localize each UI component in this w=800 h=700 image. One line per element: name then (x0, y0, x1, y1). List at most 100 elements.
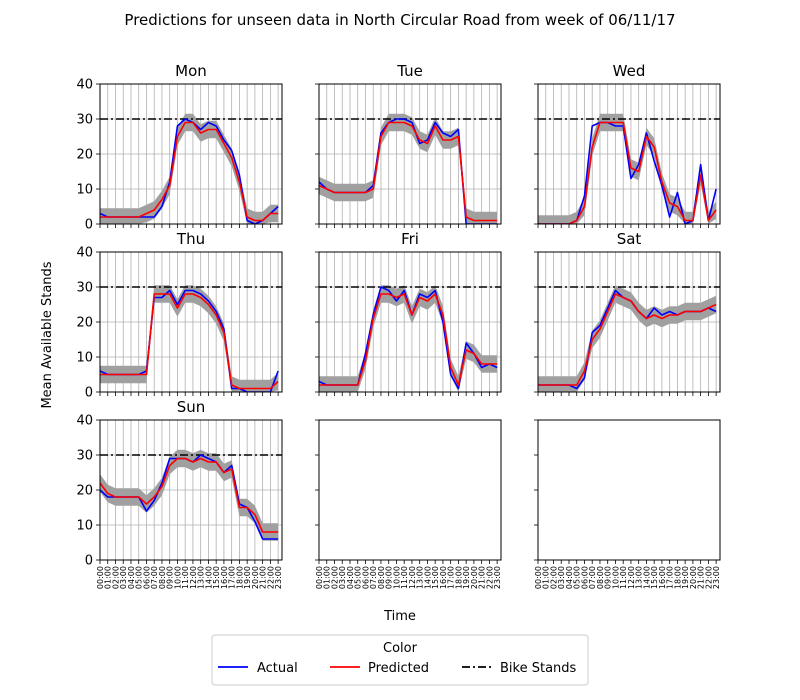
subplot-title: Wed (613, 62, 646, 80)
x-tick-label: 20:00 (689, 566, 698, 589)
x-tick-label: 00:00 (315, 566, 324, 589)
x-tick-label: 03:00 (338, 566, 347, 589)
subplot-title: Mon (175, 62, 207, 80)
actual-line (319, 118, 498, 224)
predicted-line (538, 293, 717, 386)
legend-items: Actual Predicted Bike Stands (218, 661, 577, 676)
x-tick-label: 05:00 (135, 566, 144, 589)
subplot-wed: Wed (534, 62, 721, 228)
series-area (538, 285, 720, 392)
y-axis-label: Mean Available Stands (40, 261, 55, 408)
legend-label-bike-stands: Bike Stands (500, 661, 577, 676)
x-tick-label: 04:00 (346, 566, 355, 589)
predicted-line (100, 457, 279, 533)
x-tick-label: 21:00 (259, 566, 268, 589)
y-tick-label: 10 (76, 183, 93, 198)
x-tick-label: 13:00 (197, 566, 206, 589)
x-tick-label: 15:00 (650, 566, 659, 589)
gridlines (99, 83, 282, 225)
x-tick-label: 19:00 (243, 566, 252, 589)
x-tick-label: 16:00 (658, 566, 667, 589)
series-area (319, 285, 501, 392)
x-tick-label: 10:00 (611, 566, 620, 589)
x-tick-label: 18:00 (454, 566, 463, 589)
x-tick-label: 15:00 (431, 566, 440, 589)
x-tick-label: 09:00 (385, 566, 394, 589)
x-tick-label: 13:00 (416, 566, 425, 589)
predicted-line (319, 293, 498, 386)
x-axis-label: Time (383, 609, 416, 624)
x-tick-label: 16:00 (439, 566, 448, 589)
y-tick-label: 10 (76, 519, 93, 534)
subplot-grid: Mon 0 10 20 30 40 Tue Wed Thu 0 10 20 30 40 Fri Sat Sun 0… (76, 62, 721, 589)
x-tick-label: 04:00 (565, 566, 574, 589)
x-tick-label: 14:00 (642, 566, 651, 589)
x-tick-label: 11:00 (400, 566, 409, 589)
series-area (538, 113, 720, 224)
x-tick-label: 03:00 (557, 566, 566, 589)
x-tick-label: 11:00 (619, 566, 628, 589)
x-tick-label: 05:00 (573, 566, 582, 589)
predicted-line (100, 121, 279, 222)
subplot-fri: Fri (315, 230, 502, 396)
x-tick-label: 01:00 (104, 566, 113, 589)
y-tick-label: 20 (76, 148, 93, 163)
x-tick-label: 06:00 (142, 566, 151, 589)
subplot-title: Sun (177, 398, 206, 416)
legend-label-actual: Actual (257, 661, 298, 676)
prediction-band (538, 113, 717, 224)
subplot-mon: Mon 0 10 20 30 40 (76, 62, 283, 233)
x-tick-label: 23:00 (712, 566, 721, 589)
x-tick-label: 05:00 (354, 566, 363, 589)
prediction-band (100, 285, 279, 392)
x-tick-label: 14:00 (423, 566, 432, 589)
predicted-line (319, 121, 498, 222)
x-tick-label: 02:00 (330, 566, 339, 589)
legend-frame (211, 634, 589, 686)
x-tick-label: 20:00 (251, 566, 260, 589)
x-tick-label: 06:00 (580, 566, 589, 589)
x-tick-label: 22:00 (266, 566, 275, 589)
x-tick-label: 21:00 (697, 566, 706, 589)
x-tick-label: 09:00 (604, 566, 613, 589)
subplot-title: Sat (617, 230, 642, 248)
x-tick-label: 14:00 (204, 566, 213, 589)
y-tick-label: 40 (76, 78, 93, 93)
subplot-sun: Sun 00:0001:0002:0003:0004:0005:0006:0007… (76, 398, 283, 589)
x-tick-label: 00:00 (534, 566, 543, 589)
axes-frame (318, 419, 502, 561)
subplot-empty-8: 00:0001:0002:0003:0004:0005:0006:0007:00… (534, 419, 721, 589)
x-tick-label: 01:00 (323, 566, 332, 589)
prediction-band (319, 113, 498, 224)
y-tick-label: 20 (76, 484, 93, 499)
predicted-line (538, 121, 717, 224)
x-tick-label: 17:00 (228, 566, 237, 589)
subplot-thu: Thu 0 10 20 30 40 (76, 230, 283, 401)
subplot-title: Fri (401, 230, 419, 248)
x-tick-label: 12:00 (408, 566, 417, 589)
x-tick-label: 03:00 (119, 566, 128, 589)
y-tick-label: 30 (76, 113, 93, 128)
prediction-band (538, 285, 717, 392)
x-tick-label: 04:00 (127, 566, 136, 589)
x-tick-label: 12:00 (189, 566, 198, 589)
x-tick-label: 15:00 (212, 566, 221, 589)
series-area (100, 285, 282, 392)
x-tick-label: 19:00 (462, 566, 471, 589)
x-tick-label: 09:00 (166, 566, 175, 589)
x-tick-label: 07:00 (150, 566, 159, 589)
x-tick-label: 02:00 (111, 566, 120, 589)
x-tick-label: 21:00 (478, 566, 487, 589)
prediction-band (100, 449, 279, 541)
gridlines (318, 251, 501, 393)
gridlines (318, 83, 501, 225)
x-tick-label: 02:00 (549, 566, 558, 589)
x-tick-label: 23:00 (493, 566, 502, 589)
x-tick-label: 10:00 (173, 566, 182, 589)
x-tick-label: 16:00 (220, 566, 229, 589)
y-tick-label: 20 (76, 316, 93, 331)
y-tick-label: 40 (76, 246, 93, 261)
y-tick-label: 10 (76, 351, 93, 366)
x-tick-label: 07:00 (588, 566, 597, 589)
